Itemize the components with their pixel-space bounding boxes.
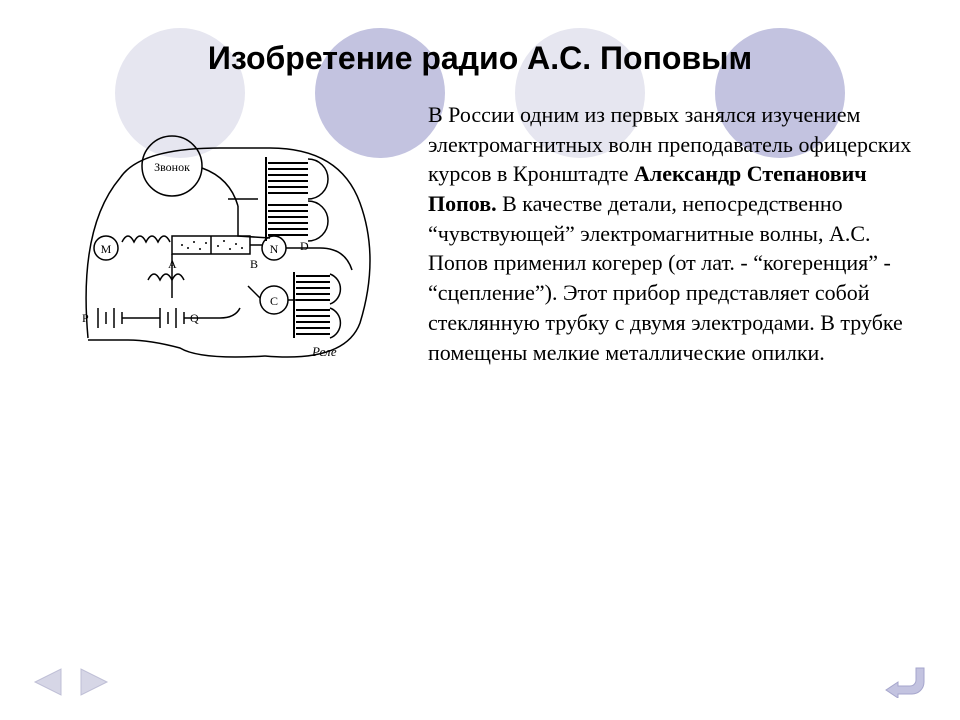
- diagram-label-D: D: [300, 239, 309, 253]
- arrow-right-icon: [81, 669, 107, 695]
- page-title: Изобретение радио А.С. Поповым: [0, 0, 960, 78]
- diagram-label-N: N: [270, 242, 279, 256]
- return-button[interactable]: [884, 664, 930, 698]
- diagram-label-B: B: [250, 257, 258, 271]
- diagram-label-bell: Звонок: [154, 160, 190, 174]
- body-text: В России одним из первых занялся изучени…: [428, 100, 920, 367]
- body-post: В качестве детали, непосредственно “чувс…: [428, 191, 903, 364]
- diagram-label-C: C: [270, 294, 278, 308]
- diagram-label-P: P: [82, 311, 89, 325]
- coherer-diagram: Звонок M: [60, 108, 400, 378]
- next-button[interactable]: [74, 666, 112, 698]
- prev-button[interactable]: [30, 666, 68, 698]
- diagram-label-M: M: [101, 242, 112, 256]
- arrow-left-icon: [35, 669, 61, 695]
- diagram-label-relay: Реле: [311, 344, 337, 359]
